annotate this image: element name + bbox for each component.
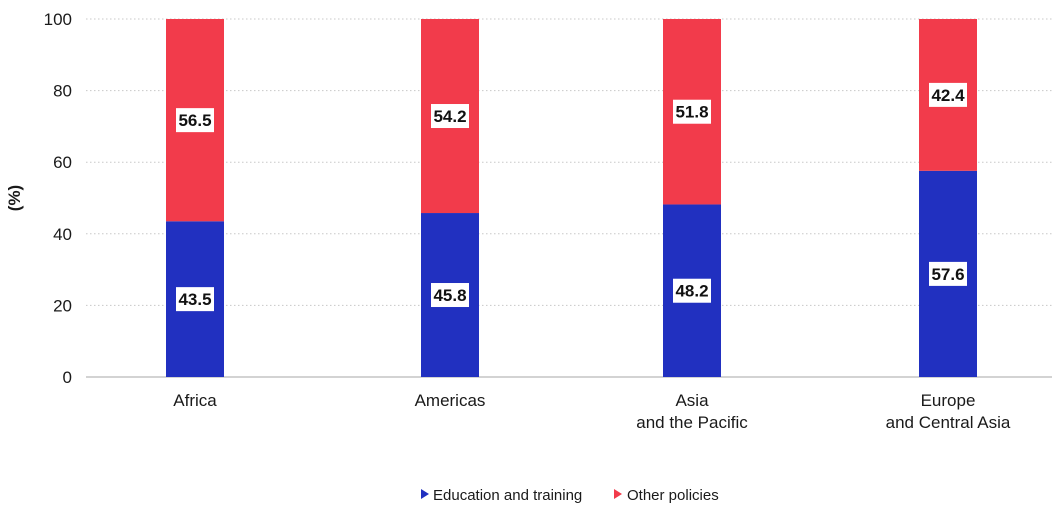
x-tick-label: Americas (415, 391, 486, 410)
x-tick-label: Asia (675, 391, 709, 410)
legend-marker-icon (421, 489, 429, 499)
y-tick-label: 40 (53, 225, 72, 244)
data-label-box (431, 104, 469, 129)
data-label: 48.2 (675, 282, 708, 301)
data-label-box (673, 278, 711, 303)
y-tick-label: 60 (53, 153, 72, 172)
data-label-box (176, 287, 214, 312)
data-label-box (431, 283, 469, 308)
y-tick-label: 80 (53, 82, 72, 101)
legend-label: Other policies (627, 487, 719, 504)
y-tick-label: 0 (63, 368, 72, 387)
data-label-box (673, 99, 711, 124)
y-tick-label: 100 (44, 10, 72, 29)
x-tick-label: Europe (921, 391, 976, 410)
legend-marker-icon (614, 489, 622, 499)
axis-layer: 0 20 40 60 80 100 (%) Africa Americas Asia and the… (5, 10, 1052, 432)
data-label: 45.8 (433, 286, 466, 305)
data-label: 54.2 (433, 107, 466, 126)
bar-layer (166, 19, 977, 377)
data-label: 51.8 (675, 103, 708, 122)
legend-label: Education and training (433, 487, 582, 504)
data-label-box (929, 261, 967, 286)
y-tick-label: 20 (53, 296, 72, 315)
label-layer: 43.5 56.5 45.8 54.2 48.2 51.8 57.6 42.4 (176, 82, 967, 312)
x-tick-label: Africa (173, 391, 217, 410)
data-label: 42.4 (931, 86, 965, 105)
x-tick-label: and Central Asia (886, 413, 1011, 432)
data-label-box (176, 108, 214, 133)
y-axis-label: (%) (5, 185, 24, 211)
data-label: 43.5 (178, 290, 211, 309)
legend: Education and training Other policies (421, 487, 719, 504)
grid-layer (86, 18, 1052, 306)
data-label: 57.6 (931, 265, 964, 284)
data-label: 56.5 (178, 111, 211, 130)
x-tick-label: and the Pacific (636, 413, 748, 432)
data-label-box (929, 82, 967, 107)
